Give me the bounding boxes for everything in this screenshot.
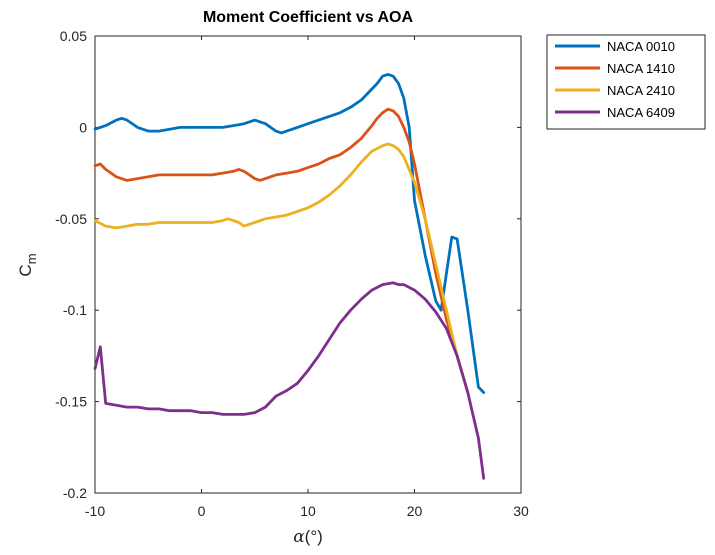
y-axis-title: Cm (16, 253, 39, 276)
x-tick-label: 10 (300, 503, 316, 519)
y-tick-label: -0.05 (55, 211, 87, 227)
x-axis-title-unit: (°) (305, 527, 323, 546)
axis-ticks: -10 0 10 20 30 0.05 0 -0.05 -0.1 -0.15 -0.2 (55, 28, 529, 519)
x-tick-label: 20 (407, 503, 423, 519)
x-tick-label: -10 (85, 503, 105, 519)
x-tick-label: 0 (198, 503, 206, 519)
series-line-naca-1410 (93, 107, 470, 394)
x-tick-label: 30 (513, 503, 529, 519)
legend-label-naca-6409: NACA 6409 (607, 105, 675, 120)
chart-title: Moment Coefficient vs AOA (203, 9, 414, 26)
x-axis-title-symbol: α (293, 527, 305, 547)
svg-text:Cm: Cm (16, 253, 39, 276)
legend-label-naca-2410: NACA 2410 (607, 83, 675, 98)
plot-area (94, 35, 522, 494)
series-lines (93, 73, 486, 480)
y-tick-label: -0.2 (63, 485, 87, 501)
legend: NACA 0010 NACA 1410 NACA 2410 NACA 6409 (546, 34, 706, 130)
series-line-naca-6409 (93, 281, 486, 480)
legend-label-naca-0010: NACA 0010 (607, 39, 675, 54)
y-axis-title-subscript: m (24, 253, 39, 264)
y-tick-label: -0.1 (63, 302, 87, 318)
series-line-naca-0010 (93, 73, 486, 394)
y-tick-label: -0.15 (55, 394, 87, 410)
y-tick-label: 0.05 (60, 28, 87, 44)
series-line-naca-2410 (93, 142, 464, 376)
legend-label-naca-1410: NACA 1410 (607, 61, 675, 76)
y-axis-title-main: C (16, 264, 35, 276)
y-tick-label: 0 (79, 119, 87, 135)
x-axis-title: α(°) (293, 527, 323, 547)
